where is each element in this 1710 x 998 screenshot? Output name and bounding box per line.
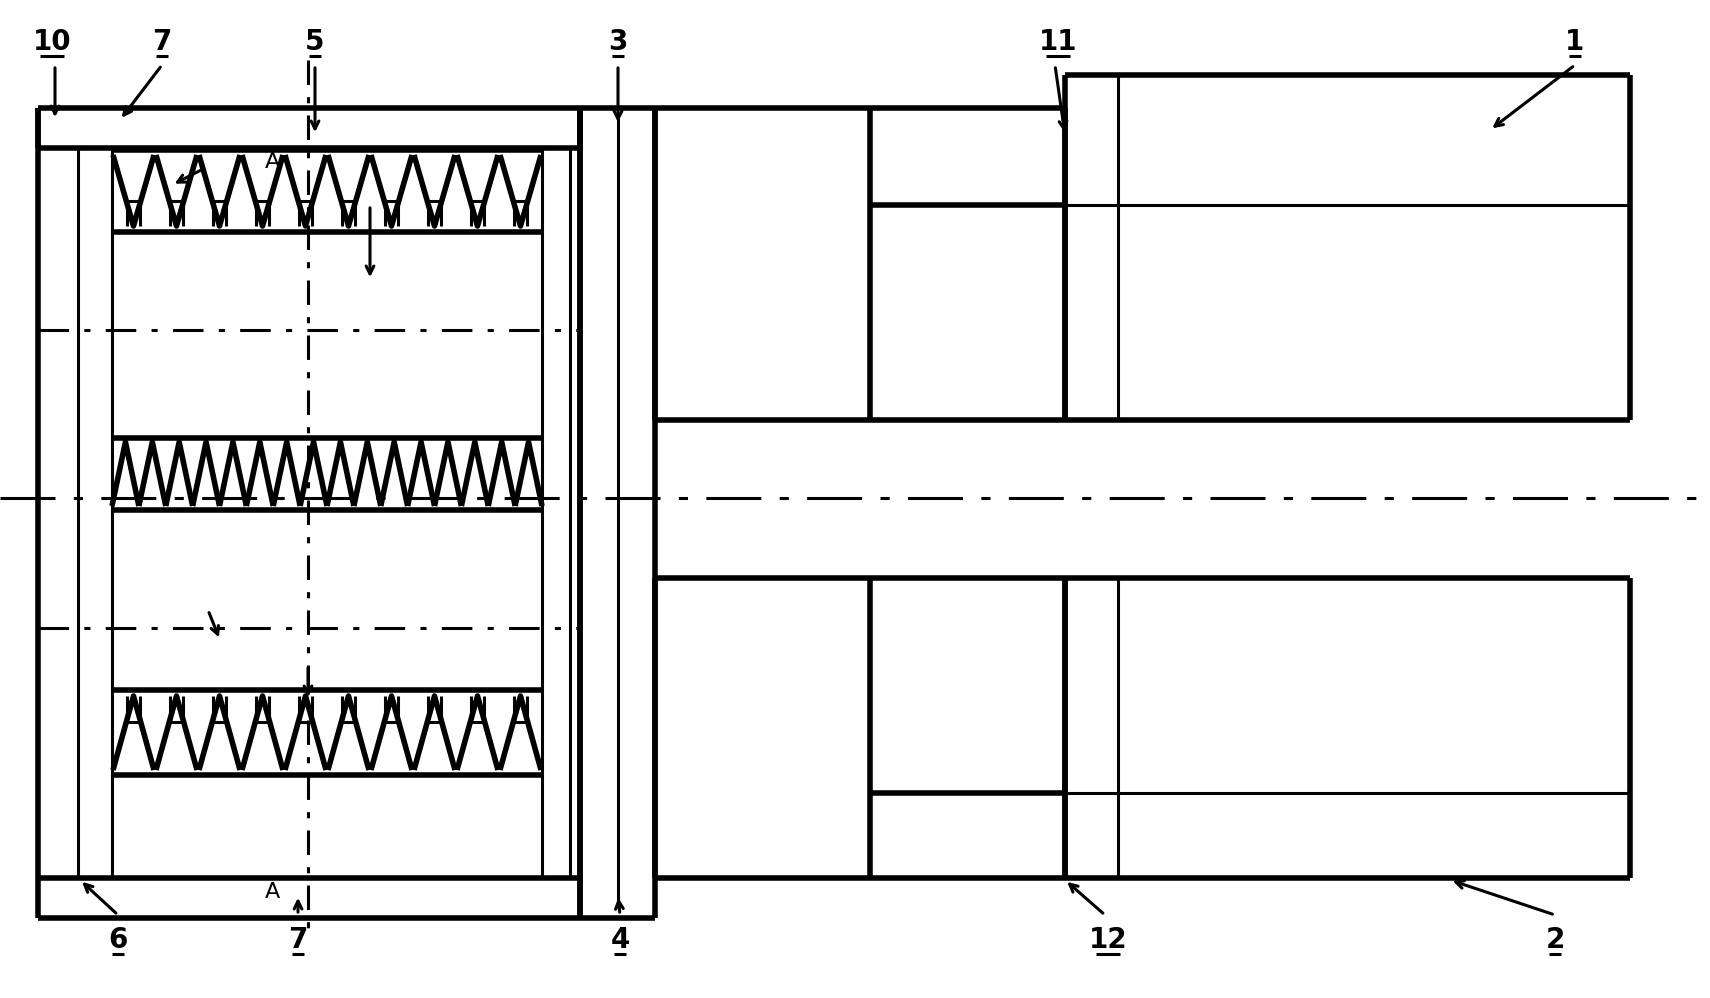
Text: A: A <box>265 882 280 902</box>
Text: 4: 4 <box>610 926 629 954</box>
Text: 11: 11 <box>1038 28 1077 56</box>
Text: 12: 12 <box>1089 926 1127 954</box>
Text: 7: 7 <box>152 28 171 56</box>
Text: 7: 7 <box>289 926 308 954</box>
Text: 2: 2 <box>1546 926 1565 954</box>
Text: 6: 6 <box>108 926 128 954</box>
Text: 5: 5 <box>306 28 325 56</box>
Text: A: A <box>265 152 280 172</box>
Text: 1: 1 <box>1565 28 1585 56</box>
Text: 10: 10 <box>32 28 72 56</box>
Text: 3: 3 <box>609 28 628 56</box>
